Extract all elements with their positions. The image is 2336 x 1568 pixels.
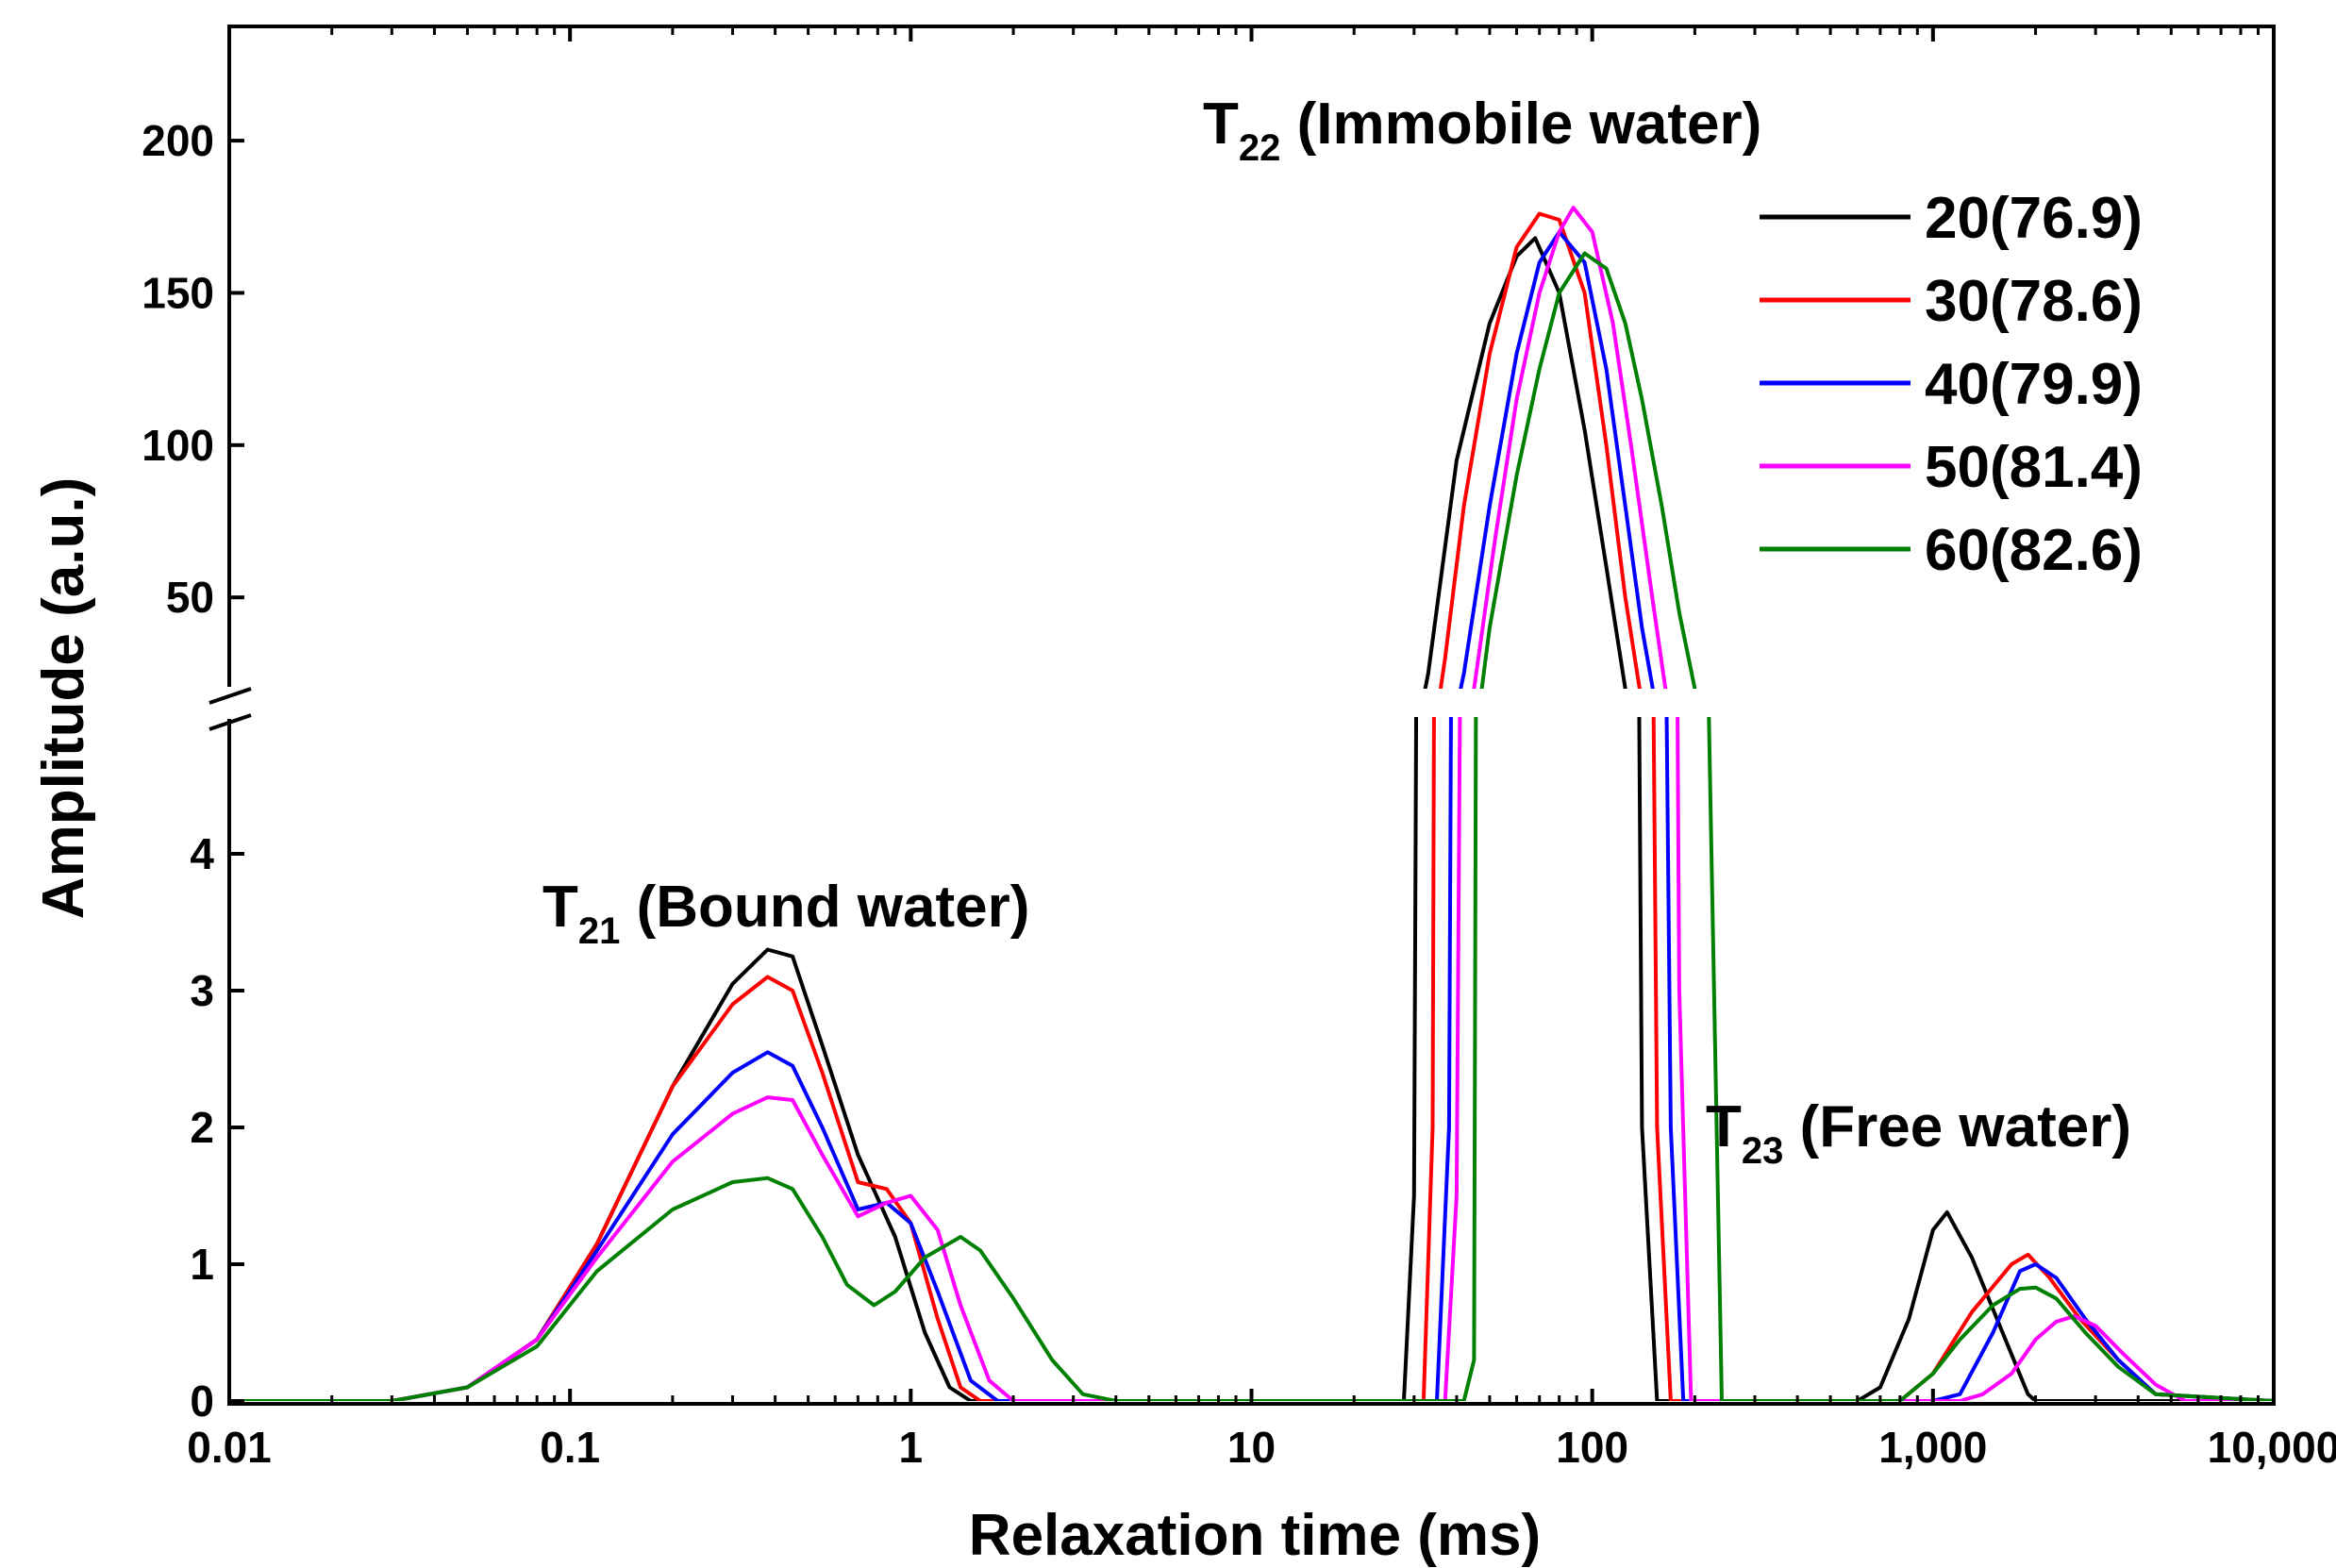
legend-label-5: 60(82.6) bbox=[1925, 518, 2143, 583]
series-line-4-lower bbox=[229, 717, 2274, 1401]
series-line-1-upper bbox=[1423, 236, 1627, 689]
annotation-text: (Free water) bbox=[1783, 1094, 2131, 1159]
x-tick-label: 1 bbox=[899, 1423, 924, 1472]
y-lower-tick-label: 3 bbox=[190, 966, 214, 1015]
series-line-3-upper bbox=[1459, 229, 1655, 689]
x-tick-label: 0.1 bbox=[540, 1423, 600, 1472]
series-line-4-upper bbox=[1472, 206, 1668, 689]
series-line-5-upper bbox=[1479, 251, 1697, 689]
y-upper-tick-label: 150 bbox=[142, 268, 214, 317]
annotation-3: T23 (Free water) bbox=[1706, 1094, 2131, 1172]
series-line-2-lower bbox=[229, 717, 2274, 1401]
y-lower-tick-label: 4 bbox=[190, 829, 214, 878]
annotation-main: T bbox=[1203, 92, 1239, 157]
x-tick-label: 0.01 bbox=[187, 1423, 272, 1472]
series-line-3-lower bbox=[229, 717, 2274, 1401]
y-upper-tick-label: 200 bbox=[142, 116, 214, 165]
annotation-subscript: 23 bbox=[1742, 1130, 1784, 1172]
legend-label-3: 40(79.9) bbox=[1925, 352, 2143, 417]
x-tick-label: 10 bbox=[1227, 1423, 1276, 1472]
legend-label-2: 30(78.6) bbox=[1925, 269, 2143, 334]
y-upper-tick-label: 100 bbox=[142, 421, 214, 470]
annotation-main: T bbox=[542, 875, 578, 940]
x-tick-label: 10,000 bbox=[2208, 1423, 2336, 1472]
series-line-1-lower bbox=[229, 717, 2274, 1401]
legend-label-4: 50(81.4) bbox=[1925, 435, 2143, 500]
legend: 20(76.9) 30(78.6) 40(79.9) 50(81.4) 60(82.6) bbox=[1760, 186, 2143, 583]
y-upper-tick-label: 50 bbox=[166, 573, 214, 622]
y-lower-tick-label: 0 bbox=[190, 1376, 214, 1426]
annotation-1: T21 (Bound water) bbox=[542, 875, 1029, 952]
series-line-5-lower bbox=[229, 717, 2274, 1401]
annotation-text: (Immobile water) bbox=[1280, 92, 1761, 157]
annotation-subscript: 21 bbox=[578, 910, 621, 952]
x-axis-title: Relaxation time (ms) bbox=[969, 1503, 1541, 1568]
y-axis-title: Amplitude (a.u.) bbox=[31, 477, 96, 919]
annotation-main: T bbox=[1706, 1094, 1742, 1159]
x-tick-label: 100 bbox=[1556, 1423, 1628, 1472]
y-lower-tick-label: 2 bbox=[190, 1103, 214, 1152]
x-tick-label: 1,000 bbox=[1878, 1423, 1987, 1472]
axis-break-mark bbox=[209, 687, 252, 731]
annotation-subscript: 22 bbox=[1239, 127, 1281, 169]
y-lower-tick-label: 1 bbox=[190, 1240, 214, 1289]
annotation-layer: T21 (Bound water)T22 (Immobile water)T23… bbox=[542, 92, 2131, 1172]
legend-label-1: 20(76.9) bbox=[1925, 186, 2143, 251]
series-line-2-upper bbox=[1438, 211, 1642, 689]
annotation-2: T22 (Immobile water) bbox=[1203, 92, 1761, 169]
annotation-text: (Bound water) bbox=[620, 875, 1029, 940]
series-layer bbox=[229, 206, 2274, 1401]
